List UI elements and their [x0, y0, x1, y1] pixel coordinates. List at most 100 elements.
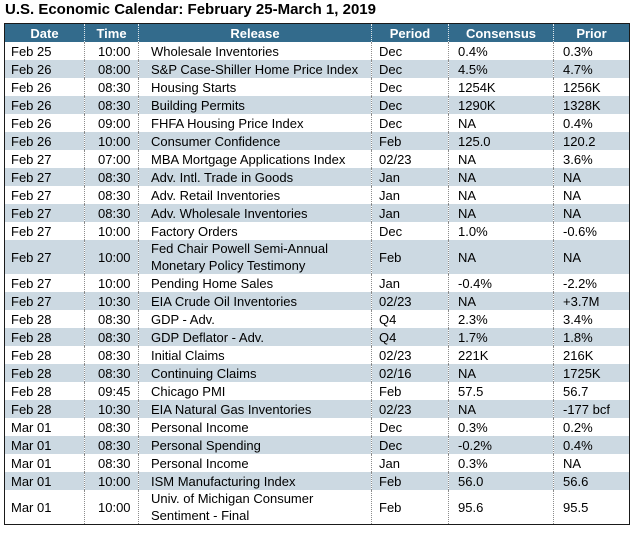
cell-period: Dec: [371, 60, 449, 78]
cell-consensus: 1254K: [448, 78, 554, 96]
cell-period: Dec: [371, 114, 449, 132]
table-row: Mar 01 08:30 Personal Income Dec 0.3% 0.2%: [4, 418, 630, 436]
cell-release: Adv. Retail Inventories: [138, 186, 372, 204]
table-row: Feb 27 10:00 Pending Home Sales Jan -0.4% -2.…: [4, 274, 630, 292]
cell-date: Mar 01: [11, 455, 52, 471]
table-row: Mar 01 08:30 Personal Spending Dec -0.2% 0.4%: [4, 436, 630, 454]
cell-release: Adv. Wholesale Inventories: [138, 204, 372, 222]
cell-time: 10:00: [84, 240, 139, 274]
cell-period: Feb: [371, 472, 449, 490]
cell-time: 08:30: [84, 364, 139, 382]
cell-consensus: NA: [448, 186, 554, 204]
cell-release: EIA Natural Gas Inventories: [138, 400, 372, 418]
cell-date: Mar 01: [11, 419, 52, 435]
cell-release: Consumer Confidence: [138, 132, 372, 150]
cell-time: 08:30: [84, 328, 139, 346]
cell-release: Factory Orders: [138, 222, 372, 240]
table-row: Feb 26 08:30 Building Permits Dec 1290K 1328K: [4, 96, 630, 114]
cell-time: 08:30: [84, 78, 139, 96]
cell-time: 09:45: [84, 382, 139, 400]
cell-period: Feb: [371, 240, 449, 274]
cell-period: 02/23: [371, 400, 449, 418]
cell-prior: 1328K: [553, 96, 630, 114]
table-row: Feb 27 08:30 Adv. Retail Inventories Jan NA N…: [4, 186, 630, 204]
cell-release: Chicago PMI: [138, 382, 372, 400]
cell-prior: 1256K: [553, 78, 630, 96]
cell-prior: 3.4%: [553, 310, 630, 328]
table-row: Feb 27 08:30 Adv. Intl. Trade in Goods Jan N…: [4, 168, 630, 186]
column-header-prior: Prior: [553, 23, 630, 42]
cell-time: 08:30: [84, 454, 139, 472]
cell-release: Pending Home Sales: [138, 274, 372, 292]
cell-date: Feb 28: [11, 347, 52, 363]
cell-period: Dec: [371, 78, 449, 96]
cell-release: FHFA Housing Price Index: [138, 114, 372, 132]
page-title: U.S. Economic Calendar: February 25-Marc…: [5, 1, 376, 18]
cell-period: Jan: [371, 274, 449, 292]
cell-release: ISM Manufacturing Index: [138, 472, 372, 490]
cell-prior: 56.6: [553, 472, 630, 490]
cell-period: 02/23: [371, 346, 449, 364]
table-row: Feb 28 08:30 Continuing Claims 02/16 NA 1725K: [4, 364, 630, 382]
cell-date: Mar 01: [11, 473, 52, 489]
cell-prior: 216K: [553, 346, 630, 364]
table-row: Feb 26 10:00 Consumer Confidence Feb 125.0 12…: [4, 132, 630, 150]
cell-release: Continuing Claims: [138, 364, 372, 382]
cell-period: 02/16: [371, 364, 449, 382]
cell-release: Personal Income: [138, 454, 372, 472]
cell-release: GDP Deflator - Adv.: [138, 328, 372, 346]
cell-consensus: 2.3%: [448, 310, 554, 328]
cell-consensus: NA: [448, 204, 554, 222]
cell-date: Feb 26: [11, 61, 52, 77]
cell-date: Feb 27: [11, 275, 52, 291]
cell-time: 08:30: [84, 310, 139, 328]
cell-period: 02/23: [371, 150, 449, 168]
cell-date: Feb 27: [11, 169, 52, 185]
cell-prior: 95.5: [553, 490, 630, 525]
cell-time: 08:30: [84, 96, 139, 114]
cell-period: Q4: [371, 328, 449, 346]
cell-prior: NA: [553, 454, 630, 472]
column-header-time: Time: [84, 23, 139, 42]
cell-consensus: -0.4%: [448, 274, 554, 292]
cell-release: Fed Chair Powell Semi-Annual Monetary Po…: [138, 240, 372, 274]
table-row: Feb 25 10:00 Wholesale Inventories Dec 0.4% 0…: [4, 42, 630, 60]
cell-consensus: 1.7%: [448, 328, 554, 346]
cell-prior: 0.4%: [553, 436, 630, 454]
table-row: Mar 01 10:00 Univ. of Michigan Consumer Se…: [4, 490, 630, 525]
cell-time: 08:30: [84, 186, 139, 204]
cell-date: Mar 01: [11, 499, 52, 515]
cell-consensus: 1290K: [448, 96, 554, 114]
cell-date: Mar 01: [11, 437, 52, 453]
table-row: Feb 26 08:00 S&P Case-Shiller Home Price I…: [4, 60, 630, 78]
cell-consensus: NA: [448, 114, 554, 132]
cell-consensus: 0.3%: [448, 454, 554, 472]
cell-time: 07:00: [84, 150, 139, 168]
cell-time: 10:00: [84, 132, 139, 150]
cell-consensus: NA: [448, 150, 554, 168]
cell-time: 08:30: [84, 168, 139, 186]
cell-release: EIA Crude Oil Inventories: [138, 292, 372, 310]
cell-release: Adv. Intl. Trade in Goods: [138, 168, 372, 186]
table-row: Feb 26 09:00 FHFA Housing Price Index Dec NA…: [4, 114, 630, 132]
cell-date: Feb 26: [11, 133, 52, 149]
cell-period: Feb: [371, 132, 449, 150]
cell-prior: 0.2%: [553, 418, 630, 436]
cell-time: 10:00: [84, 472, 139, 490]
cell-period: Jan: [371, 186, 449, 204]
cell-period: Dec: [371, 42, 449, 60]
cell-prior: 0.4%: [553, 114, 630, 132]
cell-prior: 1.8%: [553, 328, 630, 346]
cell-release: S&P Case-Shiller Home Price Index: [138, 60, 372, 78]
cell-release: Housing Starts: [138, 78, 372, 96]
cell-consensus: NA: [448, 292, 554, 310]
table-row: Feb 28 08:30 Initial Claims 02/23 221K 216K: [4, 346, 630, 364]
cell-date: Feb 28: [11, 365, 52, 381]
cell-prior: 56.7: [553, 382, 630, 400]
cell-date: Feb 27: [11, 187, 52, 203]
cell-period: Jan: [371, 204, 449, 222]
cell-consensus: NA: [448, 364, 554, 382]
cell-release: Personal Income: [138, 418, 372, 436]
table-row: Feb 27 10:00 Factory Orders Dec 1.0% -0.6%: [4, 222, 630, 240]
cell-prior: -177 bcf: [553, 400, 630, 418]
